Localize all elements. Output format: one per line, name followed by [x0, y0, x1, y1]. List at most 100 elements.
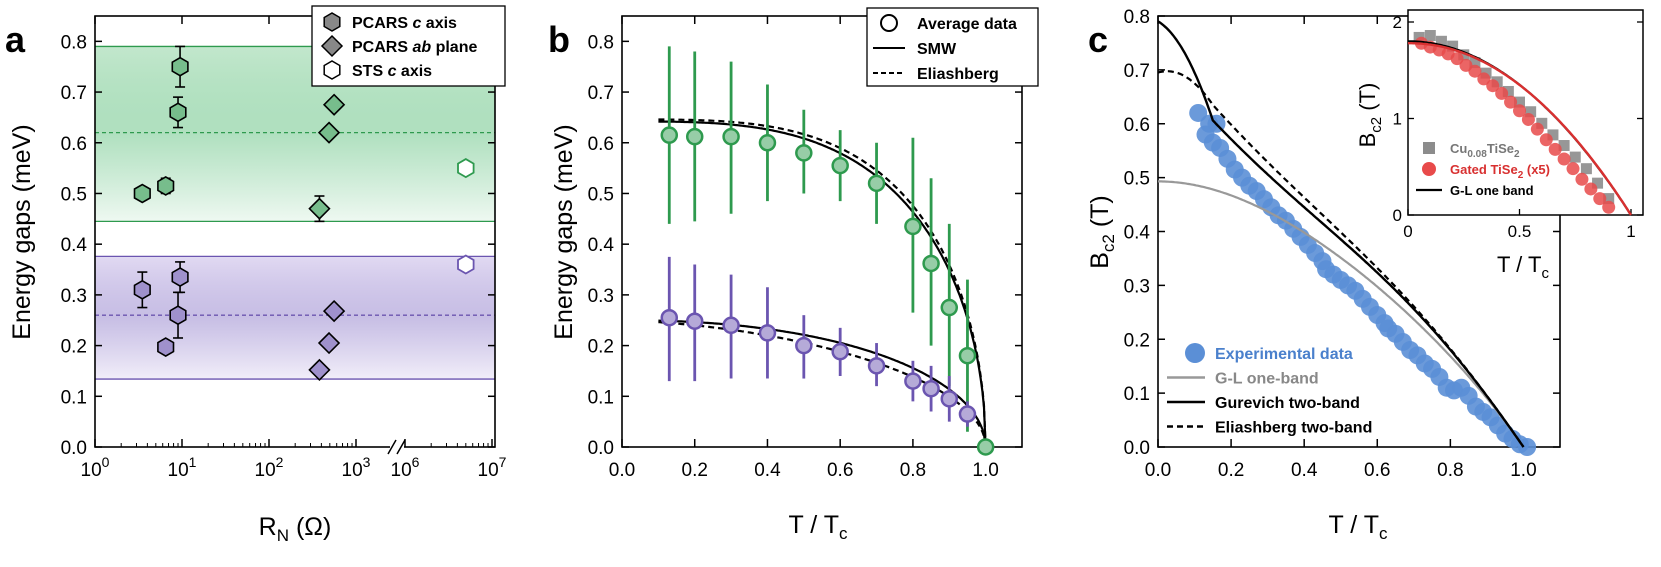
inset-y-axis-label: Bc2 (T) — [1355, 83, 1385, 148]
y-axis-tick-label: 0.0 — [588, 438, 614, 459]
data-point — [904, 372, 922, 390]
y-axis-tick-label: 0.8 — [588, 32, 614, 53]
inset-data-point-circle — [1521, 112, 1535, 126]
data-point — [922, 254, 940, 273]
inset-data-point-square — [1502, 85, 1514, 97]
legend-label: STS c axis — [352, 63, 432, 80]
x-axis-tick-label: 0.8 — [1437, 460, 1463, 481]
y-axis-tick-label: 0.7 — [588, 83, 614, 104]
data-point — [795, 144, 813, 162]
legend-marker-diamond — [320, 34, 344, 58]
data-point-diamond — [308, 358, 331, 382]
data-point-diamond — [317, 331, 341, 355]
plot-frame — [621, 15, 1023, 448]
x-axis-tick-label: 0.0 — [609, 460, 635, 481]
x-axis-tick-label: 100 — [81, 454, 110, 481]
inset-data-point-circle — [1602, 200, 1616, 214]
inset-x-axis-label: T / Tc — [1497, 252, 1549, 282]
data-point-diamond — [322, 93, 346, 116]
inset-legend-label: Gated TiSe2 (x5) — [1450, 162, 1550, 181]
inset-y-tick-label: 1 — [1393, 110, 1402, 129]
inset-data-point-circle — [1468, 64, 1482, 78]
panel-c: 0.0 0.1 0.2 0.3 0.4 0.5 0.6 0.7 0.8 0.0 0.2 0.4 0.6 0… — [1086, 7, 1644, 543]
legend-marker-circle — [1185, 343, 1205, 363]
x-axis-tick-label: 0.4 — [1291, 460, 1318, 481]
inset-data-point-circle — [1593, 192, 1607, 206]
y-axis-tick-label: 0.6 — [1124, 115, 1150, 136]
x-axis-tick-label: 103 — [342, 454, 371, 481]
y-axis-tick-label: 0.2 — [1124, 330, 1150, 351]
legend-label: PCARS c axis — [352, 15, 457, 32]
inset-data-point-square — [1525, 106, 1537, 118]
legend-marker-hexagon — [323, 12, 341, 32]
inset-y-tick-label: 0 — [1393, 206, 1402, 225]
inset-data-point-square — [1424, 30, 1436, 42]
legend-label: G-L one-band — [1215, 371, 1319, 388]
y-axis-tick-label: 0.2 — [588, 337, 614, 358]
inset-data-point-circle — [1530, 122, 1544, 136]
inset-data-point-square — [1592, 177, 1604, 189]
legend-marker-circle — [880, 14, 898, 32]
inset-data-point-circle — [1566, 162, 1580, 176]
inset-data-point-circle — [1495, 86, 1509, 100]
data-point — [758, 134, 777, 152]
inset-data-point-square — [1547, 129, 1559, 141]
data-point — [867, 174, 886, 193]
x-axis-tick-label: 106 — [391, 454, 420, 481]
y-axis-tick-label: 0.6 — [61, 134, 87, 155]
data-point-hexagon — [171, 56, 189, 77]
x-axis-label: RN (Ω) — [259, 513, 332, 545]
panel-label-a: a — [5, 19, 26, 60]
y-axis-tick-label: 0.3 — [588, 286, 614, 307]
y-axis-tick-label: 0.1 — [1124, 384, 1150, 405]
y-axis-label: Energy gaps (meV) — [550, 124, 578, 339]
inset-data-point-square — [1558, 140, 1570, 152]
y-axis-label: Energy gaps (meV) — [8, 124, 36, 339]
inset-x-tick-label: 0 — [1403, 222, 1412, 241]
data-point — [867, 357, 886, 375]
legend-label: PCARS ab plane — [352, 39, 477, 56]
panel-label-b: b — [548, 19, 570, 60]
y-axis-tick-label: 0.4 — [1124, 223, 1151, 244]
data-point-hexagon — [157, 175, 175, 196]
data-point — [958, 346, 977, 365]
y-axis-tick-label: 0.4 — [61, 235, 88, 256]
data-point — [722, 316, 740, 335]
inset-data-point-circle — [1548, 142, 1562, 156]
inset-data-point-square — [1458, 49, 1470, 61]
x-axis-tick-label: 0.0 — [1145, 460, 1171, 481]
inset-data-point-circle — [1584, 182, 1598, 196]
data-point — [976, 438, 995, 456]
y-axis-tick-label: 0.5 — [1124, 169, 1150, 190]
x-axis-tick-label: 0.6 — [1364, 460, 1390, 481]
inset-data-point-square — [1569, 151, 1581, 163]
inset-data-point-circle — [1504, 95, 1518, 109]
axis-break-mark — [387, 439, 397, 455]
data-point-open-hexagon — [457, 158, 475, 179]
data-point — [831, 156, 849, 175]
curve-eliashberg-green — [658, 118, 987, 448]
data-point-diamond — [308, 197, 331, 220]
data-point — [1518, 438, 1537, 456]
data-point-hexagon — [171, 267, 189, 288]
inset-curve-gl-red — [1408, 42, 1633, 216]
y-axis-label: Bc2 (T) — [1086, 195, 1118, 269]
y-axis-tick-label: 0.6 — [588, 134, 614, 155]
curve-gl-one-band — [1158, 180, 1525, 448]
x-axis-tick-label: 0.6 — [827, 460, 853, 481]
x-axis-tick-label: 0.4 — [754, 460, 781, 481]
x-axis-tick-label: 0.2 — [1218, 460, 1244, 481]
inset-legend-marker-square — [1423, 142, 1435, 154]
curve-smw-green — [658, 120, 987, 448]
inset-data-point-square — [1469, 57, 1481, 69]
x-axis-tick-label: 102 — [255, 454, 284, 481]
legend-label: Eliashberg — [917, 66, 999, 83]
inset-x-tick-label: 1 — [1626, 222, 1635, 241]
inset-data-point-circle — [1477, 72, 1491, 86]
y-axis-tick-label: 0.0 — [61, 438, 87, 459]
legend-marker-open-hexagon — [323, 60, 341, 80]
inset-data-point-circle — [1513, 104, 1526, 118]
data-point — [660, 126, 679, 144]
legend-box — [311, 5, 506, 87]
data-point — [904, 217, 922, 236]
